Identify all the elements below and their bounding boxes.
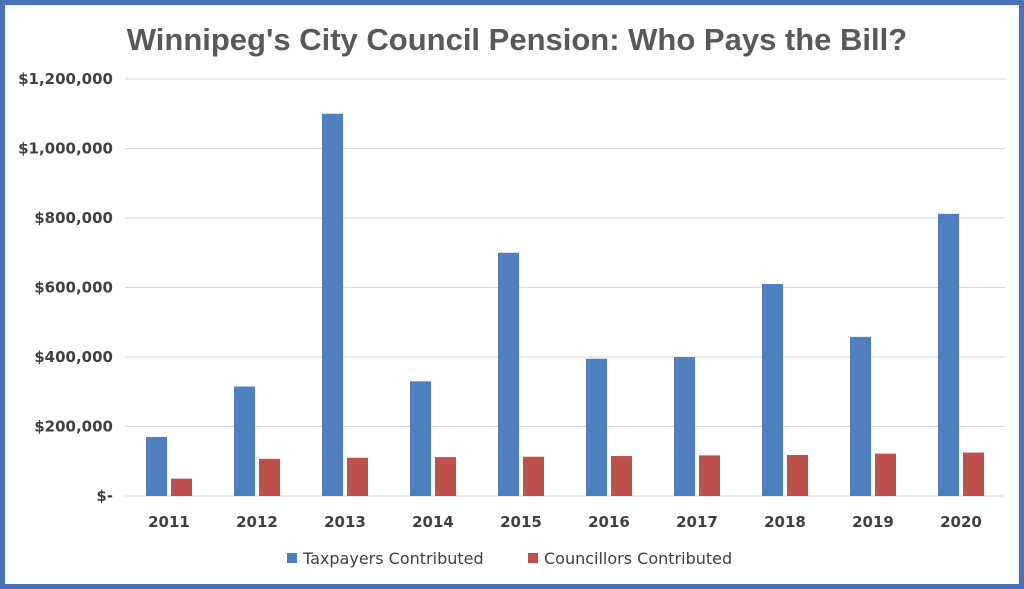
bar-councillors-2017 — [699, 455, 720, 496]
y-tick-label: $1,200,000 — [18, 70, 113, 88]
y-axis-ticks: $- $200,000 $400,000 $600,000 $800,000 $1,000… — [18, 70, 113, 505]
x-tick-label: 2019 — [852, 513, 894, 531]
x-tick-label: 2018 — [764, 513, 806, 531]
legend-swatch-taxpayers — [287, 553, 297, 563]
x-tick-label: 2016 — [588, 513, 630, 531]
bar-councillors-2019 — [875, 453, 896, 496]
bar-taxpayers-2020 — [938, 213, 959, 496]
bar-councillors-2018 — [787, 454, 808, 496]
bar-taxpayers-2011 — [146, 436, 167, 496]
x-tick-label: 2020 — [940, 513, 982, 531]
x-tick-label: 2015 — [500, 513, 542, 531]
x-tick-label: 2011 — [148, 513, 190, 531]
y-tick-label: $200,000 — [34, 418, 113, 436]
bar-councillors-2012 — [259, 458, 280, 496]
bar-councillors-2016 — [611, 456, 632, 496]
bar-taxpayers-2012 — [234, 386, 255, 496]
bar-councillors-2013 — [347, 457, 368, 496]
bar-councillors-2014 — [435, 457, 456, 496]
bar-councillors-2020 — [963, 452, 984, 496]
x-tick-label: 2013 — [324, 513, 366, 531]
bar-councillors-2011 — [171, 478, 192, 496]
bar-taxpayers-2015 — [498, 252, 519, 496]
bar-taxpayers-2017 — [674, 357, 695, 496]
bar-taxpayers-2013 — [322, 113, 343, 496]
gridlines — [125, 78, 1005, 497]
y-tick-label: $800,000 — [34, 209, 113, 227]
x-tick-label: 2014 — [412, 513, 454, 531]
legend-label-taxpayers: Taxpayers Contributed — [302, 549, 484, 568]
bar-taxpayers-2014 — [410, 381, 431, 496]
bar-taxpayers-2018 — [762, 284, 783, 496]
y-tick-label: $400,000 — [34, 348, 113, 366]
x-axis-ticks: 2011 2012 2013 2014 2015 2016 2017 2018 2019 2020 — [148, 513, 982, 531]
chart-title: Winnipeg's City Council Pension: Who Pay… — [127, 22, 907, 57]
x-tick-label: 2012 — [236, 513, 278, 531]
legend-swatch-councillors — [528, 553, 538, 563]
y-tick-label: $600,000 — [34, 279, 113, 297]
bars — [146, 113, 984, 496]
y-tick-label: $- — [96, 487, 113, 505]
bar-taxpayers-2019 — [850, 336, 871, 496]
y-tick-label: $1,000,000 — [18, 140, 113, 158]
legend: Taxpayers Contributed Councillors Contrib… — [287, 549, 732, 568]
bar-taxpayers-2016 — [586, 358, 607, 496]
x-tick-label: 2017 — [676, 513, 718, 531]
bar-councillors-2015 — [523, 456, 544, 496]
legend-label-councillors: Councillors Contributed — [544, 549, 732, 568]
